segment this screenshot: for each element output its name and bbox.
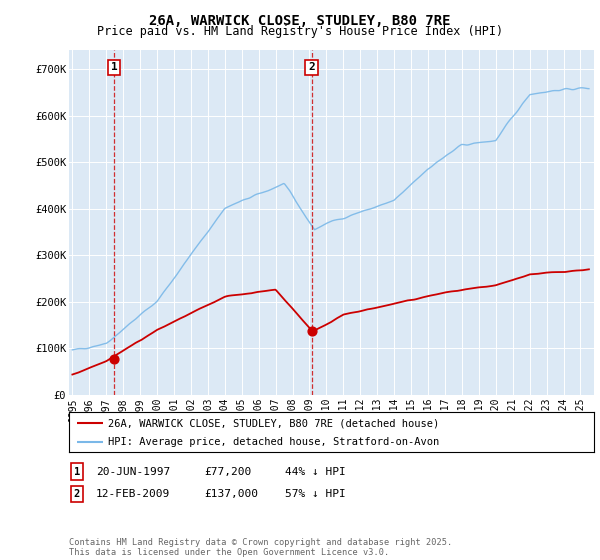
Text: HPI: Average price, detached house, Stratford-on-Avon: HPI: Average price, detached house, Stra… xyxy=(109,437,440,447)
Text: 20-JUN-1997: 20-JUN-1997 xyxy=(96,466,170,477)
Text: Price paid vs. HM Land Registry's House Price Index (HPI): Price paid vs. HM Land Registry's House … xyxy=(97,25,503,38)
Text: 44% ↓ HPI: 44% ↓ HPI xyxy=(285,466,346,477)
Text: 2: 2 xyxy=(308,63,315,72)
Text: 26A, WARWICK CLOSE, STUDLEY, B80 7RE (detached house): 26A, WARWICK CLOSE, STUDLEY, B80 7RE (de… xyxy=(109,418,440,428)
Text: 1: 1 xyxy=(110,63,118,72)
Text: £77,200: £77,200 xyxy=(204,466,251,477)
Text: 2: 2 xyxy=(74,489,80,499)
Text: Contains HM Land Registry data © Crown copyright and database right 2025.
This d: Contains HM Land Registry data © Crown c… xyxy=(69,538,452,557)
Text: 12-FEB-2009: 12-FEB-2009 xyxy=(96,489,170,499)
Point xyxy=(307,326,316,335)
Point xyxy=(109,354,119,363)
Text: £137,000: £137,000 xyxy=(204,489,258,499)
Text: 26A, WARWICK CLOSE, STUDLEY, B80 7RE: 26A, WARWICK CLOSE, STUDLEY, B80 7RE xyxy=(149,14,451,28)
Text: 57% ↓ HPI: 57% ↓ HPI xyxy=(285,489,346,499)
Text: 1: 1 xyxy=(74,466,80,477)
